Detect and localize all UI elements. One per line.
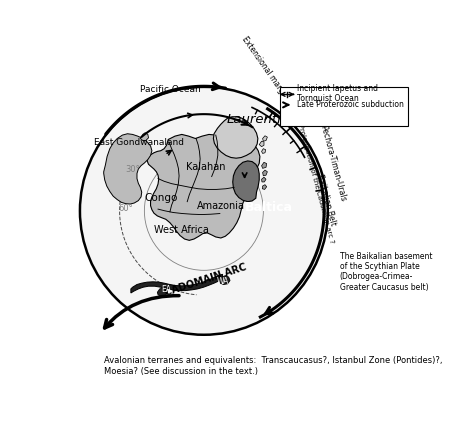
Polygon shape [131, 274, 223, 293]
Polygon shape [262, 149, 265, 153]
Text: Congo: Congo [145, 193, 178, 202]
Polygon shape [233, 161, 259, 202]
Polygon shape [157, 288, 167, 296]
Text: Pacific Ocean: Pacific Ocean [139, 85, 201, 94]
Text: Baltica: Baltica [245, 201, 292, 214]
Text: Extensional margin: Extensional margin [240, 35, 290, 101]
Polygon shape [263, 136, 267, 141]
Text: Incipient Iapetus and
Tornquist Ocean: Incipient Iapetus and Tornquist Ocean [297, 84, 378, 103]
Text: Pechora-Timan-Urals: Pechora-Timan-Urals [319, 124, 347, 202]
Text: Laurentia: Laurentia [227, 112, 290, 126]
FancyBboxPatch shape [280, 87, 408, 126]
Text: Prolongation of the Cadomian arc ?: Prolongation of the Cadomian arc ? [297, 123, 335, 244]
Text: CADOMAIN ARC: CADOMAIN ARC [164, 262, 248, 298]
Polygon shape [219, 276, 230, 284]
Text: East Gondwanaland: East Gondwanaland [94, 138, 184, 146]
Polygon shape [104, 134, 152, 204]
Polygon shape [140, 133, 148, 141]
Polygon shape [262, 162, 267, 168]
Text: The Baikalian basement
of the Scythian Plate
(Dobrogea-Crimea-
Greater Caucasus : The Baikalian basement of the Scythian P… [340, 251, 432, 292]
Text: Avalonian terranes and equivalents:  Transcaucasus?, Istanbul Zone (Pontides)?,
: Avalonian terranes and equivalents: Tran… [104, 356, 442, 376]
Text: Late Proterozoic subduction: Late Proterozoic subduction [297, 101, 404, 109]
Text: WA: WA [216, 277, 229, 286]
Polygon shape [147, 135, 260, 240]
Polygon shape [213, 117, 258, 158]
Polygon shape [259, 141, 264, 147]
Polygon shape [262, 185, 267, 190]
Text: Amazonia: Amazonia [197, 201, 245, 211]
Text: 30°: 30° [125, 165, 140, 174]
Circle shape [80, 87, 328, 335]
Text: West Africa: West Africa [155, 225, 209, 235]
Polygon shape [262, 177, 266, 182]
Text: Kalahan: Kalahan [186, 162, 225, 172]
Text: Baikalian Belt: Baikalian Belt [315, 173, 337, 226]
Polygon shape [263, 170, 267, 176]
Text: 60°: 60° [118, 204, 133, 213]
Text: EA: EA [162, 285, 172, 294]
